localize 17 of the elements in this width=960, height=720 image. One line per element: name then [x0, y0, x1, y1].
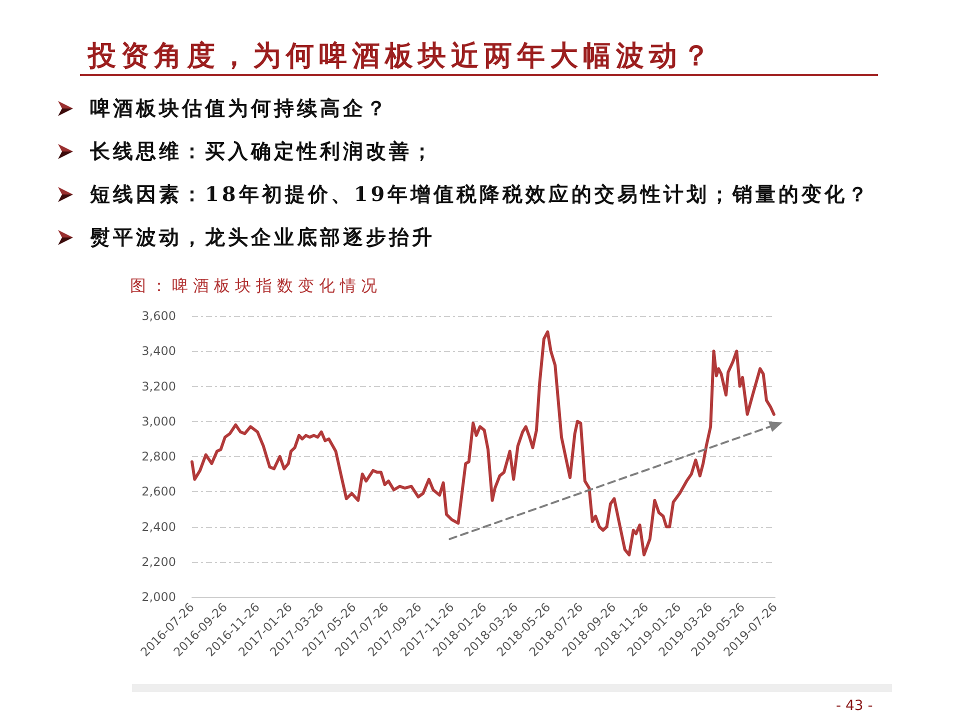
text: 短线因素：18年初提价、19年增值税降税效应的交易性计划；销量的变化？ [90, 181, 871, 207]
y-tick-label: 3,000 [142, 414, 176, 428]
y-tick-label: 2,800 [142, 450, 176, 464]
text: 长线思维：买入确定性利润改善； [90, 138, 435, 164]
y-tick-label: 3,200 [142, 379, 176, 394]
text: 熨平波动，龙头企业底部逐步抬升 [90, 224, 435, 250]
chart-subtitle: 图：啤酒板块指数变化情况 [130, 275, 382, 297]
y-tick-label: 2,200 [142, 554, 176, 569]
chart-title: 投资角度，为何啤酒板块近两年大幅波动？ [88, 38, 715, 74]
y-tick-label: 3,400 [142, 344, 176, 358]
y-tick-label: 2,400 [142, 520, 176, 534]
line-series [190, 330, 776, 556]
text: - 43 - [836, 697, 873, 715]
y-tick-label: 3,600 [142, 309, 176, 323]
y-tick-label: 2,000 [142, 590, 176, 604]
y-tick-label: 2,600 [142, 484, 176, 499]
text: 啤酒板块估值为何持续高企？ [90, 95, 389, 121]
